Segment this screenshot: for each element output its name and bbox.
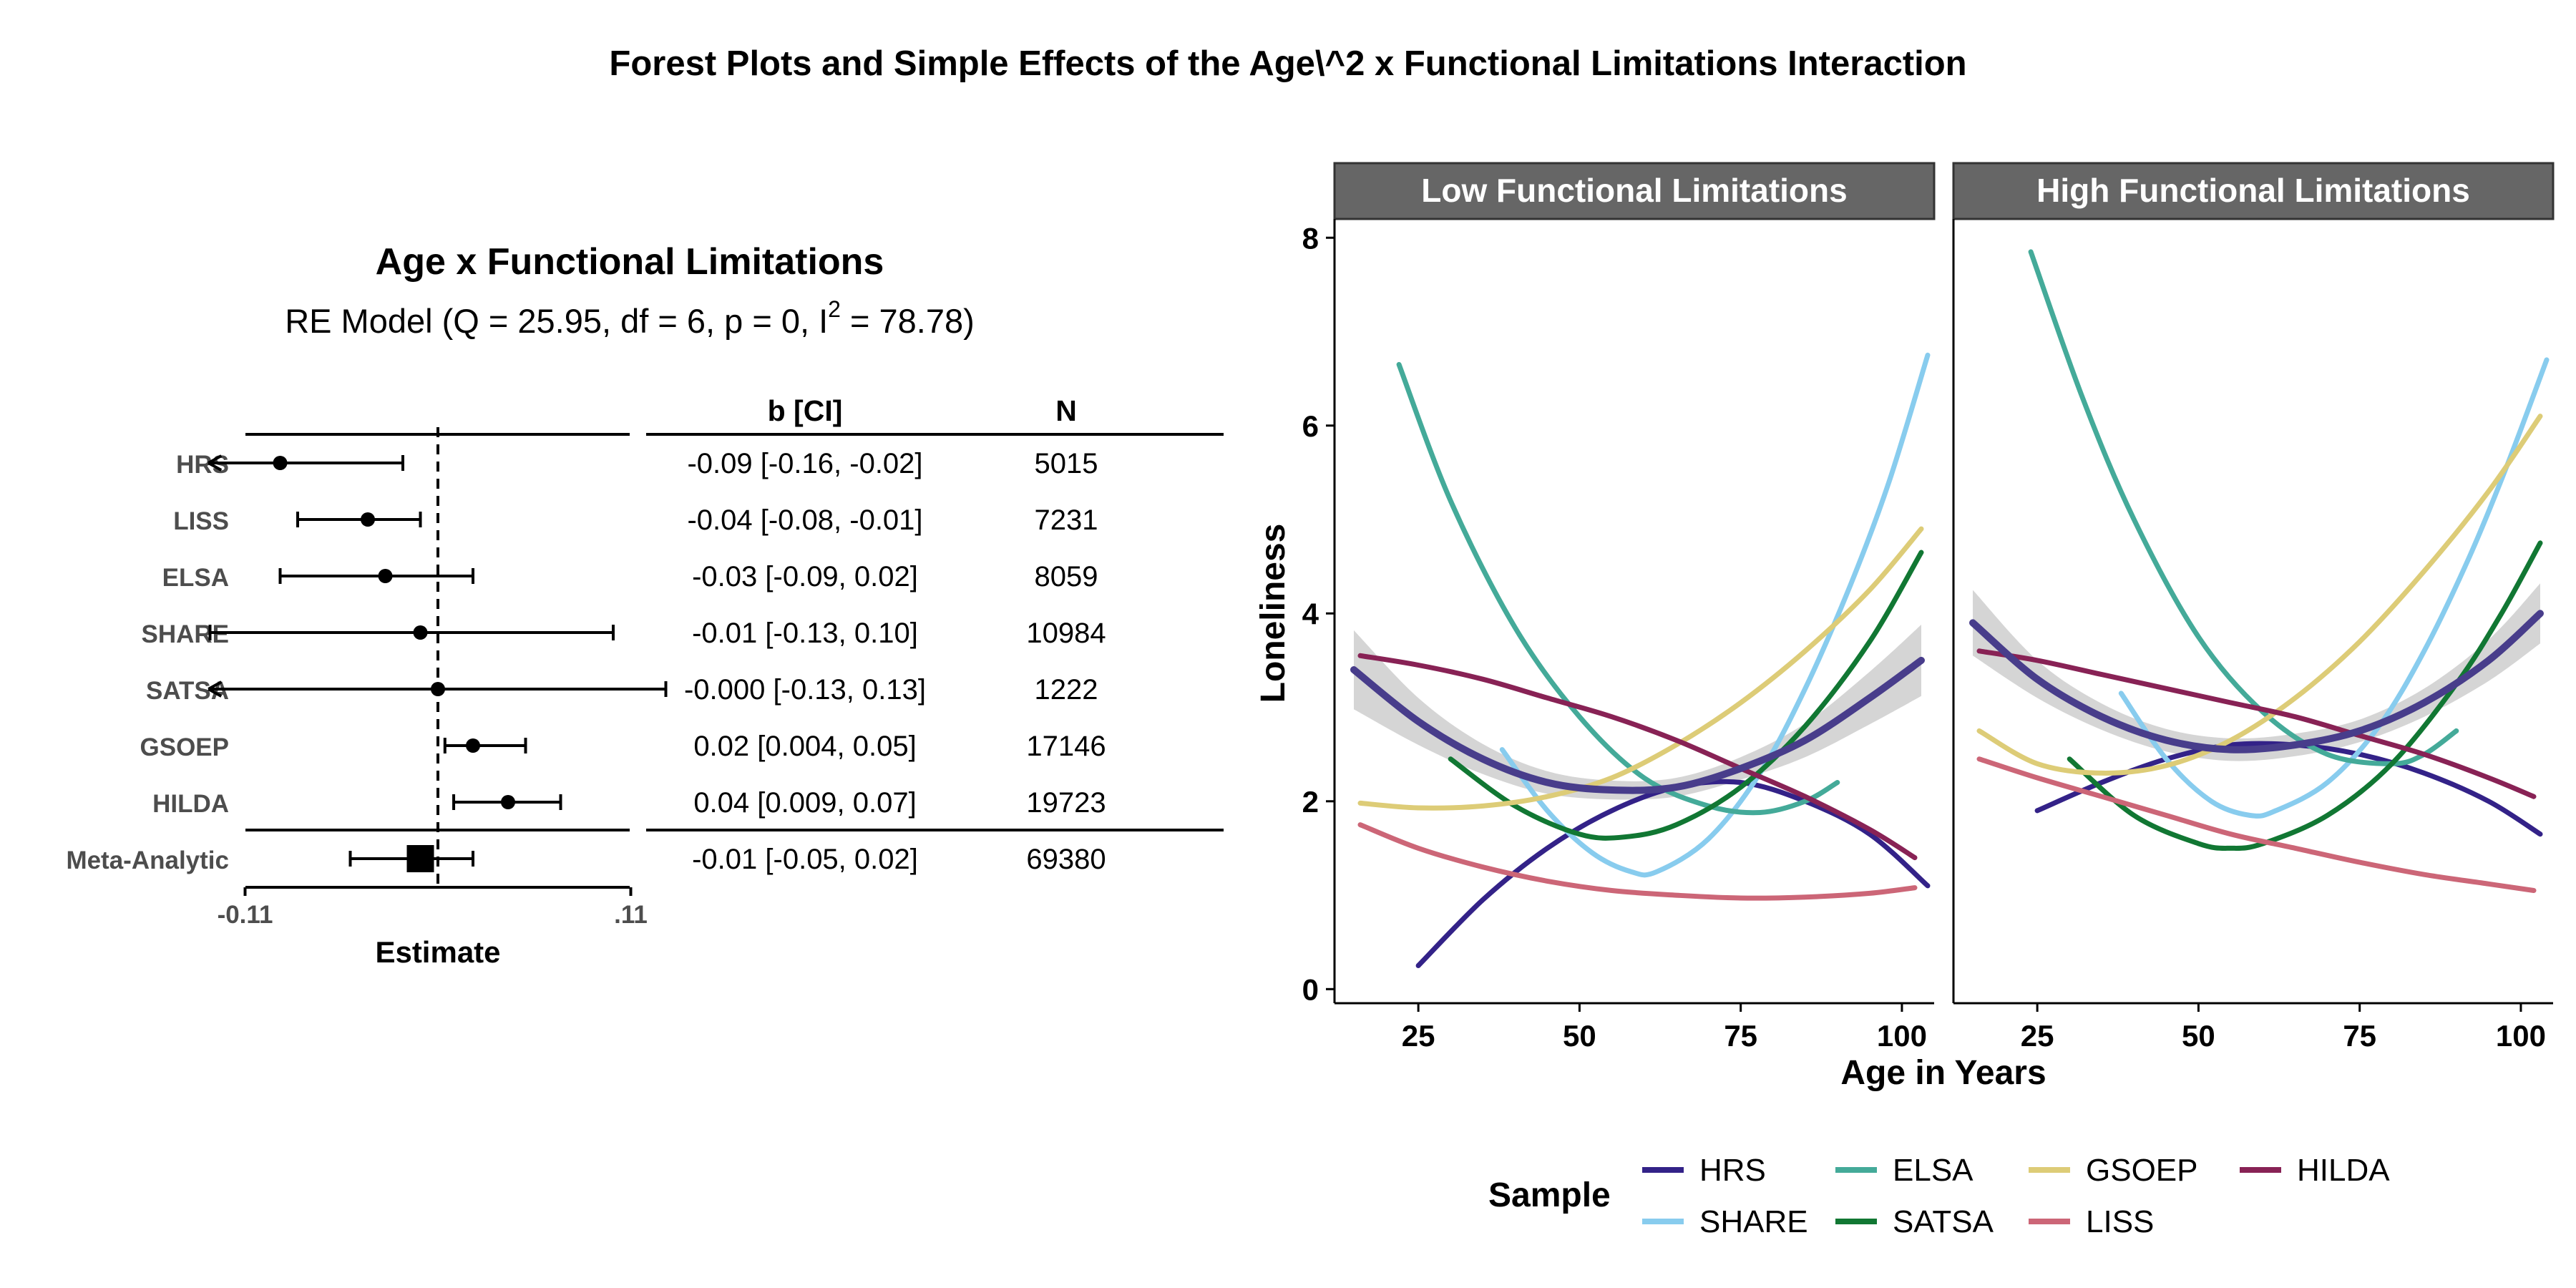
- point-estimate-liss: [361, 512, 375, 527]
- legend: Sample HRS ELSA GSOEP HILDA SHARE SATSA LISS: [1488, 1153, 2390, 1239]
- point-estimate-hrs: [273, 456, 288, 470]
- series-line-hilda-high: [1976, 648, 2537, 799]
- x-tick-label-high: 50: [2182, 1019, 2215, 1053]
- series-line-liss-low: [1357, 822, 1918, 901]
- point-estimate-gsoep: [466, 738, 480, 753]
- n-text-elsa: 8059: [1035, 561, 1098, 592]
- study-label-hilda: HILDA: [152, 790, 229, 818]
- x-tick-label-low: 75: [1724, 1019, 1757, 1053]
- n-text-meta-analytic: 69380: [1026, 844, 1106, 875]
- n-text-share: 10984: [1026, 618, 1106, 649]
- ci-text-hrs: -0.09 [-0.16, -0.02]: [687, 448, 922, 479]
- series-line-share-high: [2118, 357, 2550, 819]
- legend-label-satsa: SATSA: [1893, 1204, 1994, 1239]
- y-tick-label: 6: [1302, 409, 1319, 443]
- n-text-gsoep: 17146: [1026, 731, 1106, 762]
- y-axis: 0 2 4 6 8: [1302, 221, 1335, 1006]
- facet-strip-low: [1333, 162, 1936, 220]
- point-estimate-satsa: [431, 682, 445, 696]
- ci-text-hilda: 0.04 [0.009, 0.07]: [693, 787, 916, 819]
- n-text-hilda: 19723: [1026, 787, 1106, 819]
- forest-tick-label: .11: [614, 901, 648, 929]
- series-line-hilda-low: [1357, 653, 1918, 861]
- legend-label-liss: LISS: [2086, 1204, 2154, 1239]
- y-tick-label: 2: [1302, 785, 1319, 819]
- ci-text-share: -0.01 [-0.13, 0.10]: [692, 618, 918, 649]
- legend-label-hrs: HRS: [1699, 1153, 1766, 1188]
- y-tick-label: 0: [1302, 972, 1319, 1006]
- point-estimate-elsa: [378, 569, 393, 583]
- n-text-satsa: 1222: [1035, 674, 1098, 706]
- x-tick-label-high: 25: [2021, 1019, 2054, 1053]
- ci-text-meta-analytic: -0.01 [-0.05, 0.02]: [692, 844, 918, 875]
- forest-subtitle: RE Model (Q = 25.95, df = 6, p = 0, I2 =…: [285, 296, 975, 340]
- meta-line-low: [1350, 656, 1925, 794]
- panel-high-functional-limitations: [1952, 219, 2553, 1005]
- forest-subtitle-sup: 2: [828, 296, 841, 322]
- column-header-ci: b [CI]: [768, 394, 843, 427]
- column-header-n: N: [1055, 394, 1077, 427]
- legend-label-share: SHARE: [1699, 1204, 1808, 1239]
- ci-text-satsa: -0.000 [-0.13, 0.13]: [684, 674, 926, 706]
- legend-title: Sample: [1488, 1176, 1611, 1214]
- study-label-gsoep: GSOEP: [140, 733, 229, 761]
- series-line-share-low: [1499, 352, 1931, 878]
- x-tick-label-low: 25: [1402, 1019, 1435, 1053]
- facet-title-high: High Functional Limitations: [2036, 172, 2470, 209]
- forest-tick-label: -0.11: [218, 901, 273, 929]
- x-tick-label-high: 75: [2343, 1019, 2376, 1053]
- study-label-elsa: ELSA: [162, 564, 229, 592]
- facet-strip-high: [1952, 162, 2555, 220]
- ci-text-gsoep: 0.02 [0.004, 0.05]: [693, 731, 916, 762]
- simple-effects-chart: Low Functional Limitations High Function…: [1254, 162, 2555, 1092]
- series-line-gsoep-low: [1357, 526, 1924, 811]
- series-line-elsa-high: [2028, 249, 2459, 766]
- forest-x-ticks: -0.11 .11: [218, 887, 648, 929]
- study-label-share: SHARE: [141, 620, 229, 648]
- series-line-elsa-low: [1396, 361, 1840, 816]
- series-line-gsoep-high: [1976, 414, 2543, 776]
- forest-x-label: Estimate: [375, 935, 500, 969]
- series-line-satsa-low: [1448, 550, 1924, 841]
- series-line-satsa-high: [2067, 540, 2543, 851]
- study-label-hrs: HRS: [176, 451, 229, 479]
- y-tick-label: 8: [1302, 221, 1319, 255]
- point-estimate-hilda: [501, 795, 515, 809]
- study-label-liss: LISS: [173, 507, 229, 535]
- x-tick-label-low: 100: [1877, 1019, 1927, 1053]
- forest-subtitle-end: = 78.78): [841, 302, 975, 340]
- forest-rows: HRS -0.09 [-0.16, -0.02] 5015 LISS -0.04 [-0…: [66, 448, 1106, 875]
- legend-items: HRS ELSA GSOEP HILDA SHARE SATSA LISS: [1642, 1153, 2390, 1239]
- x-tick-label-high: 100: [2496, 1019, 2546, 1053]
- study-label-meta-analytic: Meta-Analytic: [66, 847, 229, 874]
- forest-plot: Age x Functional Limitations RE Model (Q…: [66, 241, 1224, 969]
- facet-title-low: Low Functional Limitations: [1421, 172, 1847, 209]
- ci-arrow-hrs: [208, 454, 223, 472]
- ci-text-elsa: -0.03 [-0.09, 0.02]: [692, 561, 918, 592]
- ci-arrow-satsa: [208, 680, 223, 698]
- legend-label-gsoep: GSOEP: [2086, 1153, 2198, 1188]
- x-axis-label: Age in Years: [1840, 1054, 2046, 1092]
- forest-title: Age x Functional Limitations: [376, 241, 884, 283]
- n-text-liss: 7231: [1035, 504, 1098, 536]
- point-estimate-share: [413, 625, 428, 640]
- study-label-satsa: SATSA: [146, 677, 229, 705]
- x-axes: 25 50 75 100 25 50 75 100: [1402, 1003, 2546, 1053]
- y-tick-label: 4: [1302, 597, 1319, 630]
- figure-title: Forest Plots and Simple Effects of the A…: [609, 44, 1966, 83]
- legend-label-elsa: ELSA: [1893, 1153, 1974, 1188]
- n-text-hrs: 5015: [1035, 448, 1098, 479]
- series-line-liss-high: [1976, 756, 2537, 893]
- panel-low-functional-limitations: [1333, 219, 1934, 1005]
- series-line-hrs-low: [1415, 779, 1931, 968]
- forest-subtitle-main: RE Model (Q = 25.95, df = 6, p = 0, I: [285, 302, 828, 340]
- legend-label-hilda: HILDA: [2297, 1153, 2390, 1188]
- meta-estimate-square: [406, 845, 434, 872]
- y-axis-label: Loneliness: [1254, 524, 1292, 703]
- x-tick-label-low: 50: [1563, 1019, 1596, 1053]
- meta-line-high: [1969, 610, 2544, 753]
- ci-text-liss: -0.04 [-0.08, -0.01]: [687, 504, 922, 536]
